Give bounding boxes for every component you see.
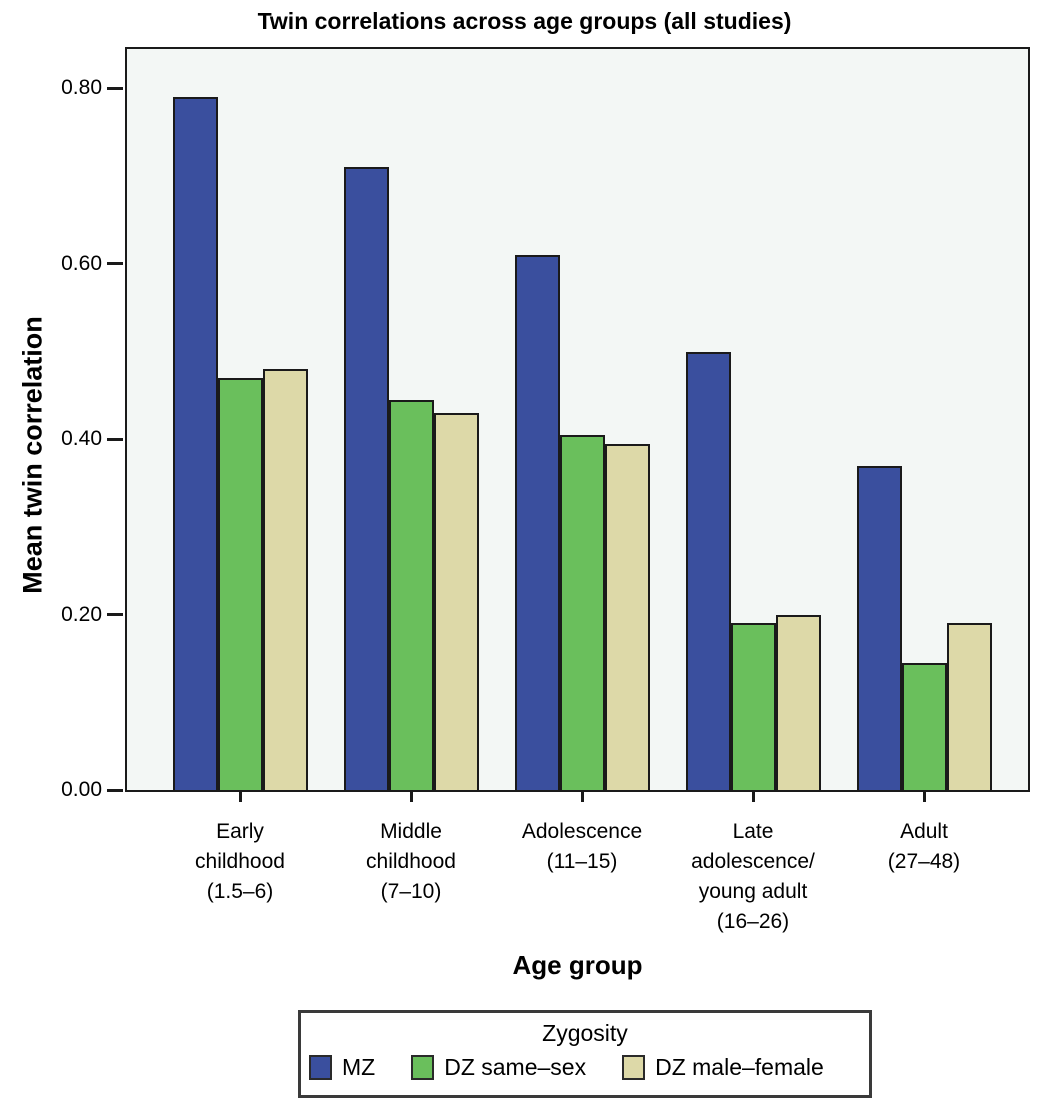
x-tick (239, 792, 242, 802)
x-tick (581, 792, 584, 802)
y-tick (107, 438, 123, 441)
bar (685, 352, 731, 790)
bar (856, 466, 902, 790)
bar (514, 255, 560, 790)
x-category-label-line: childhood (366, 850, 456, 873)
y-tick-label: 0.40 (61, 427, 102, 450)
legend-items: MZ DZ same–sex DZ male–female (301, 1054, 869, 1081)
x-category-label-line: adolescence/ (691, 850, 815, 873)
y-tick (107, 613, 123, 616)
x-category-label-line: Middle (380, 820, 442, 843)
x-category-label: Late adolescence/young adult (16–26) (653, 817, 853, 937)
legend-swatch-icon (622, 1055, 646, 1080)
x-tick (752, 792, 755, 802)
legend-item-label: DZ male–female (655, 1054, 824, 1080)
x-category-label: Adolescence (11–15) (482, 817, 682, 877)
x-category-label-line: Early (216, 820, 264, 843)
bar (604, 444, 650, 790)
x-category-label-line: (7–10) (380, 880, 442, 903)
legend-item: DZ same–sex (411, 1054, 586, 1081)
y-tick-label: 0.60 (61, 252, 102, 275)
x-category-label: Middle childhood (7–10) (311, 817, 511, 907)
bar (388, 400, 434, 790)
x-category-label-line: (1.5–6) (206, 880, 274, 903)
legend-swatch-icon (309, 1055, 332, 1080)
x-category-label: Adult (27–48) (824, 817, 1024, 877)
bar (343, 167, 389, 790)
x-category-label-line: (11–15) (546, 850, 618, 873)
x-category-label: Early childhood (1.5–6) (140, 817, 340, 907)
bar (262, 369, 308, 790)
y-tick (107, 789, 123, 792)
bar (946, 623, 992, 790)
legend: Zygosity MZ DZ same–sex DZ male–female (298, 1010, 872, 1098)
legend-title: Zygosity (542, 1020, 628, 1046)
x-category-label-line: childhood (195, 850, 285, 873)
bar (559, 435, 605, 790)
x-category-label-line: (16–26) (716, 910, 790, 933)
legend-item: DZ male–female (622, 1054, 824, 1081)
x-axis-title: Age group (512, 950, 643, 980)
y-tick-label: 0.20 (61, 603, 102, 626)
x-tick (923, 792, 926, 802)
y-tick-label: 0.80 (61, 76, 102, 99)
bar (433, 413, 479, 790)
bar (172, 97, 218, 790)
y-tick-label: 0.00 (61, 778, 102, 801)
x-category-label-line: Late (732, 820, 774, 843)
x-tick (410, 792, 413, 802)
chart-title: Twin correlations across age groups (all… (257, 8, 792, 34)
x-category-label-line: Adolescence (521, 820, 643, 843)
legend-item: MZ (309, 1054, 375, 1081)
plot-area (125, 47, 1030, 792)
x-category-label-line: (27–48) (887, 850, 961, 873)
legend-item-label: DZ same–sex (444, 1054, 587, 1080)
bar (901, 663, 947, 790)
legend-item-label: MZ (342, 1054, 376, 1080)
x-category-label-line: young adult (698, 880, 808, 903)
bar (217, 378, 263, 790)
bar (775, 615, 821, 790)
legend-swatch-icon (411, 1055, 435, 1080)
y-tick (107, 87, 123, 90)
y-axis-title: Mean twin correlation (17, 316, 48, 594)
x-category-label-line: Adult (900, 820, 948, 843)
bar (730, 623, 776, 790)
y-tick (107, 262, 123, 265)
